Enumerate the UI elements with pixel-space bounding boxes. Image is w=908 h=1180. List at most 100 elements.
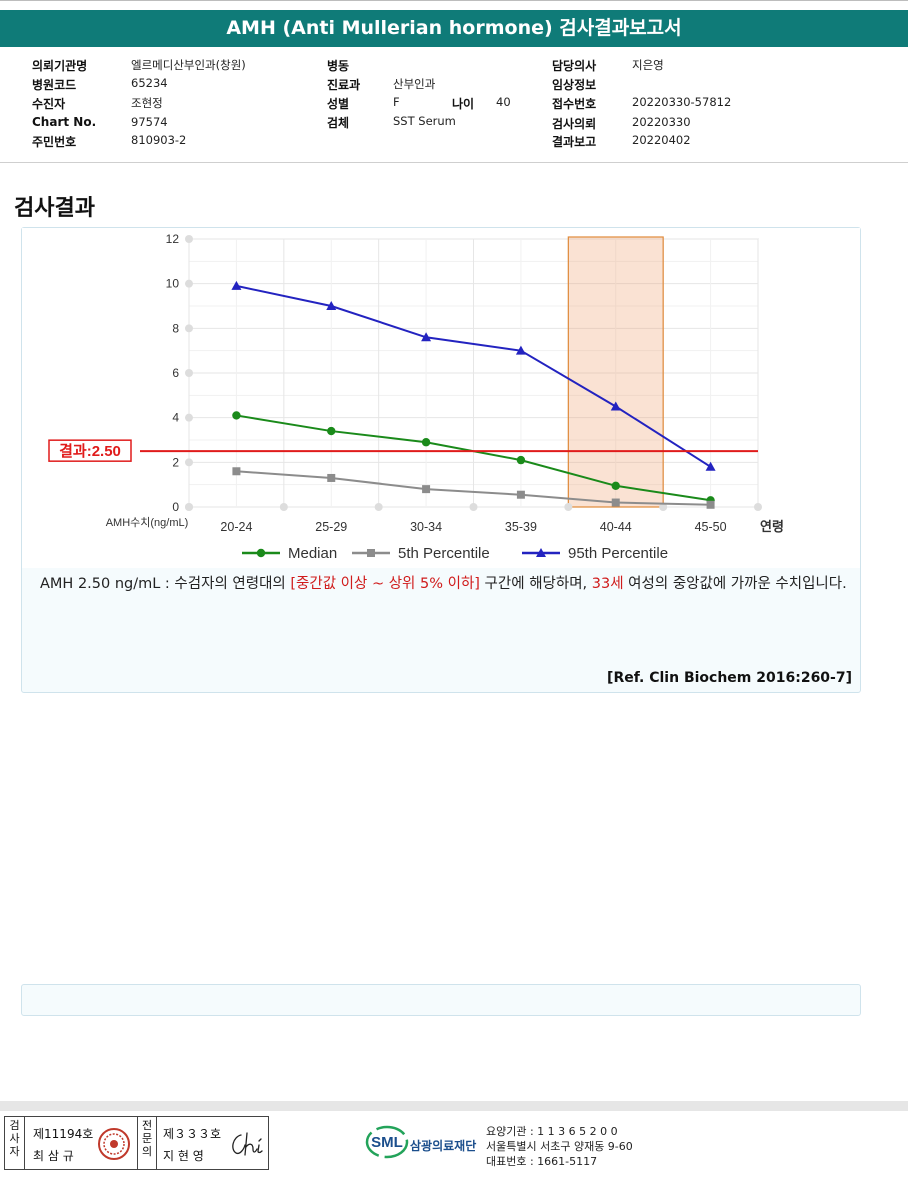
y-axis-dot: [185, 279, 193, 288]
legend-marker-5th-percentile: [367, 549, 375, 557]
x-tick-label: 35-39: [505, 520, 537, 534]
top-border: [0, 0, 908, 8]
x-axis-dot: [185, 503, 193, 511]
doctor-label: 담당의사: [552, 59, 597, 73]
point-95th-percentile: [421, 332, 432, 342]
chart-no-label: Chart No.: [32, 115, 97, 129]
y-axis-dot: [185, 458, 193, 467]
point-5th-percentile: [327, 473, 336, 482]
phone: 대표번호 : 1661-5117: [486, 1155, 598, 1168]
rrn-label: 주민번호: [32, 135, 77, 149]
chart-no-value: 97574: [131, 115, 168, 129]
examiner-name: 최 삼 규: [33, 1149, 74, 1163]
hospital-code-label: 병원코드: [32, 78, 77, 92]
specimen-label: 검체: [327, 116, 350, 130]
ward-label: 병동: [327, 59, 350, 73]
point-5th-percentile: [232, 467, 241, 476]
x-axis-dot: [659, 503, 668, 511]
y-tick-label: 6: [172, 366, 179, 380]
receipt-value: 20220330-57812: [632, 95, 732, 109]
point-5th-percentile: [611, 498, 620, 507]
x-axis-dot: [374, 503, 383, 511]
specialist-number: 제３３３호: [163, 1127, 222, 1141]
point-5th-percentile: [422, 485, 431, 494]
x-axis-dot: [279, 503, 288, 511]
point-95th-percentile: [705, 461, 716, 471]
y-tick-label: 0: [172, 500, 179, 514]
point-95th-percentile: [231, 280, 242, 290]
y-axis-dot: [185, 413, 193, 422]
point-median: [611, 481, 620, 490]
section-title: 검사결과: [14, 196, 95, 221]
x-axis-label: 연령: [760, 519, 784, 534]
receipt-label: 접수번호: [552, 97, 597, 111]
signature-icon: [232, 1132, 263, 1156]
institution-value: 엘르메디산부인과(창원): [131, 58, 246, 72]
y-tick-label: 4: [172, 411, 179, 425]
care-code: 요양기관 : 1 1 3 6 5 2 0 0: [486, 1125, 618, 1138]
y-tick-label: 12: [166, 232, 180, 246]
amh-chart: 0 2 4 6 8 10 12 20-24 25-29 30-34 35-39 40-44 45-50 A…: [48, 232, 784, 562]
series-line-5th-percentile: [236, 470, 711, 506]
y-axis-dot: [185, 235, 193, 243]
footer-address-block: 요양기관 : 1 1 3 6 5 2 0 0 서울특별시 서초구 양재동 9-6…: [486, 1124, 633, 1169]
rrn-value: 810903-2: [131, 133, 187, 147]
examiner-number: 제11194호: [33, 1127, 94, 1141]
clinical-label: 임상정보: [552, 78, 597, 92]
institution-label: 의뢰기관명: [32, 59, 88, 73]
result-label: 결과:2.50: [59, 442, 121, 460]
point-median: [516, 455, 526, 465]
patient-label: 수진자: [32, 97, 66, 111]
y-axis-label: AMH수치(ng/mL): [106, 516, 189, 529]
y-axis-dot: [185, 324, 193, 333]
point-5th-percentile: [516, 490, 525, 499]
dept-value: 산부인과: [393, 77, 436, 91]
chart-container: 0 2 4 6 8 10 12 20-24 25-29 30-34 35-39 40-44 45-50 A…: [22, 228, 860, 568]
point-95th-percentile: [326, 301, 337, 310]
series-line-95th-percentile: [236, 284, 712, 468]
x-axis-dot: [754, 503, 762, 511]
point-95th-percentile: [515, 345, 526, 355]
sml-logo-icon: SML: [365, 1125, 409, 1159]
result-label-box: [48, 439, 132, 462]
foundation-name: 삼광의료재단: [410, 1139, 477, 1153]
result-description: AMH 2.50 ng/mL : 수검자의 연령대의 [중간값 이상 ~ 상위 …: [40, 573, 852, 595]
examiner-seal-icon: [98, 1128, 130, 1160]
y-tick-label: 10: [166, 277, 180, 291]
legend-marker-median: [256, 548, 266, 558]
legend-label-median: Median: [288, 545, 337, 562]
report-date-value: 20220402: [632, 133, 691, 147]
x-axis-dot: [564, 503, 573, 511]
point-median: [232, 411, 241, 420]
desc-text-1: AMH 2.50 ng/mL : 수검자의 연령대의: [40, 576, 291, 592]
specimen-value: SST Serum: [393, 114, 456, 128]
point-median: [421, 438, 431, 447]
desc-text-3: 여성의 중앙값에 가까운 수치입니다.: [623, 576, 847, 592]
desc-highlight-range: [중간값 이상 ~ 상위 5% 이하]: [290, 576, 480, 592]
address: 서울특별시 서초구 양재동 9-60: [486, 1140, 633, 1153]
request-label: 검사의뢰: [552, 117, 597, 131]
x-axis-dot: [469, 503, 478, 511]
legend-label-95th-percentile: 95th Percentile: [568, 545, 668, 562]
doctor-value: 지은영: [632, 58, 664, 72]
specialist-name: 지 현 영: [163, 1149, 204, 1163]
result-panel: 0 2 4 6 8 10 12 20-24 25-29 30-34 35-39 40-44 45-50 A…: [21, 227, 861, 693]
report-date-label: 결과보고: [552, 135, 597, 149]
report-title: AMH (Anti Mullerian hormone) 검사결과보고서: [0, 10, 908, 47]
patient-value: 조현정: [131, 96, 163, 110]
desc-highlight-age: 33세: [591, 576, 624, 592]
age-label: 나이: [452, 97, 475, 111]
x-tick-label: 40-44: [600, 520, 632, 534]
sex-value: F: [393, 95, 400, 109]
point-95th-percentile: [610, 401, 621, 411]
legend-label-5th-percentile: 5th Percentile: [398, 545, 490, 562]
comment-panel: [21, 984, 861, 1016]
reference: [Ref. Clin Biochem 2016:260-7]: [607, 670, 852, 686]
age-value: 40: [496, 95, 511, 109]
y-axis-dot: [185, 369, 193, 377]
x-tick-label: 45-50: [695, 520, 727, 534]
